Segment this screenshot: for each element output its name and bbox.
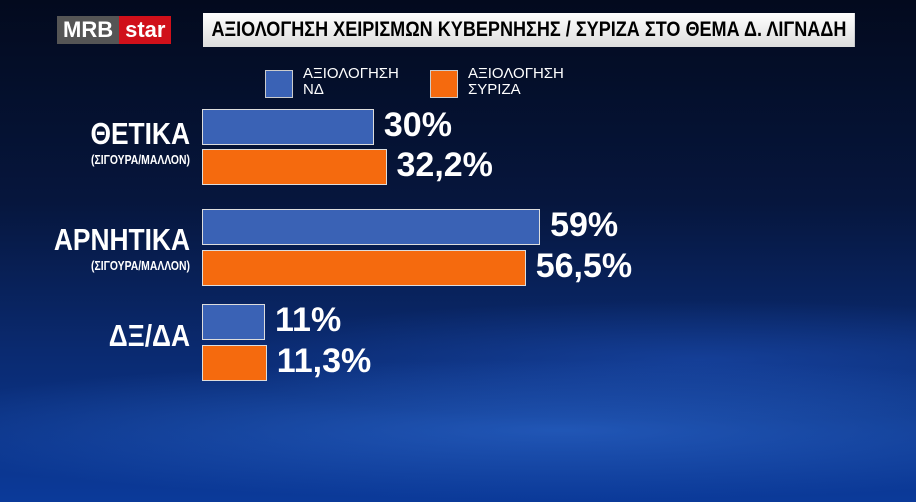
- bar: [202, 149, 387, 185]
- legend-item-nd: ΑΞΙΟΛΟΓΗΣΗ ΝΔ: [265, 66, 399, 98]
- data-label: 11%: [275, 301, 342, 339]
- bar: [202, 250, 526, 286]
- category-sub: (ΣΙΓΟΥΡΑ/ΜΑΛΛΟΝ): [91, 152, 190, 167]
- legend-item-syriza: ΑΞΙΟΛΟΓΗΣΗ ΣΥΡΙΖΑ: [430, 66, 564, 98]
- category-main: ΔΞ/ΔΑ: [108, 318, 190, 353]
- data-label: 30%: [383, 106, 452, 144]
- bar: [202, 345, 267, 381]
- category-main: ΑΡΝΗΤΙΚΑ: [53, 222, 190, 257]
- category-main: ΘΕΤΙΚΑ: [90, 116, 190, 151]
- legend-swatch: [430, 70, 458, 98]
- data-label: 59%: [550, 206, 619, 244]
- logo-mrb: MRB: [57, 16, 120, 44]
- chart-title: ΑΞΙΟΛΟΓΗΣΗ ΧΕΙΡΙΣΜΩΝ ΚΥΒΕΡΝΗΣΗΣ / ΣΥΡΙΖΑ…: [203, 13, 855, 47]
- data-label: 11,3%: [276, 342, 372, 380]
- category-label: ΑΡΝΗΤΙΚΑ (ΣΙΓΟΥΡΑ/ΜΑΛΛΟΝ): [0, 222, 190, 273]
- category-label: ΔΞ/ΔΑ: [0, 318, 190, 354]
- legend-label: ΝΔ: [303, 81, 324, 98]
- data-label: 56,5%: [535, 247, 633, 285]
- bar: [202, 109, 374, 145]
- channel-logo: MRB star: [57, 16, 172, 44]
- legend-swatch: [265, 70, 293, 98]
- bar: [202, 304, 266, 340]
- category-label: ΘΕΤΙΚΑ (ΣΙΓΟΥΡΑ/ΜΑΛΛΟΝ): [0, 116, 190, 167]
- legend-label: ΑΞΙΟΛΟΓΗΣΗ: [303, 65, 399, 82]
- legend-label: ΣΥΡΙΖΑ: [468, 81, 521, 98]
- data-label: 32,2%: [396, 146, 493, 184]
- legend-label: ΑΞΙΟΛΟΓΗΣΗ: [468, 65, 564, 82]
- bar: [202, 209, 541, 245]
- logo-star: star: [119, 16, 172, 44]
- category-sub: (ΣΙΓΟΥΡΑ/ΜΑΛΛΟΝ): [91, 258, 190, 273]
